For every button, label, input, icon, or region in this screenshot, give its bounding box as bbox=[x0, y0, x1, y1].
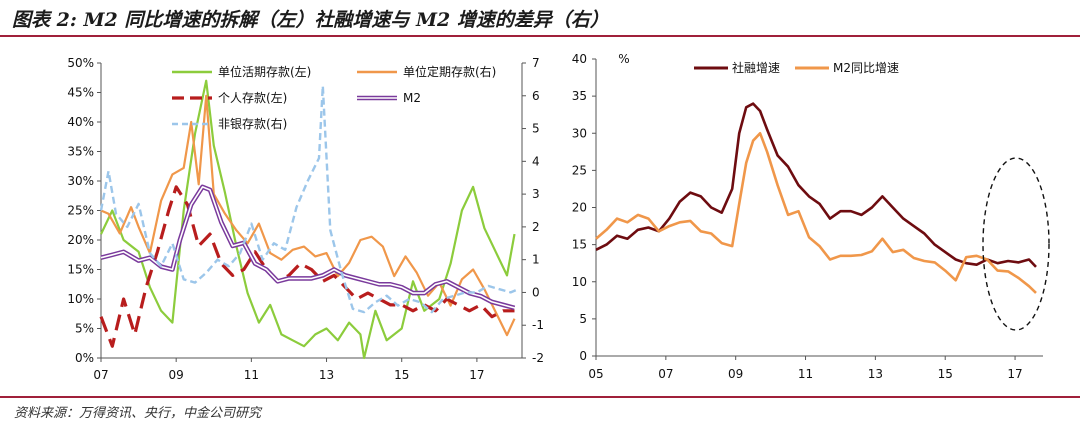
right-y-tick-label: 4 bbox=[532, 154, 540, 168]
left-y-tick-label: 20% bbox=[67, 233, 94, 247]
x-tick-label: 07 bbox=[93, 368, 108, 382]
x-tick-label: 17 bbox=[469, 368, 484, 382]
left-y-tick-label: 25% bbox=[67, 204, 94, 218]
series-line-green bbox=[100, 79, 516, 360]
right-y-tick-label: 6 bbox=[532, 89, 540, 103]
legend-label: 单位定期存款(右) bbox=[403, 64, 496, 79]
series-line-m2-inner bbox=[100, 186, 515, 309]
x-tick-label: 15 bbox=[938, 367, 953, 381]
right-y-tick-label: -2 bbox=[532, 351, 544, 365]
bottom-rule bbox=[0, 396, 1080, 398]
left-y-tick-label: 35% bbox=[67, 145, 94, 159]
y-unit-label: % bbox=[618, 52, 629, 66]
right-y-tick-label: 2 bbox=[532, 220, 540, 234]
x-tick-label: 15 bbox=[394, 368, 409, 382]
left-y-tick-label: 30% bbox=[67, 174, 94, 188]
legend-label: 社融增速 bbox=[732, 60, 780, 75]
left-y-tick-label: 45% bbox=[67, 86, 94, 100]
right-y-tick-label: 1 bbox=[532, 253, 540, 267]
series-line-m2-outer bbox=[100, 184, 516, 311]
left-y-tick-label: 15% bbox=[67, 263, 94, 277]
x-tick-label: 11 bbox=[244, 368, 259, 382]
legend-label: 个人存款(左) bbox=[218, 90, 287, 105]
right-y-tick-label: 5 bbox=[532, 122, 540, 136]
left-y-tick-label: 40% bbox=[67, 115, 94, 129]
legend-label: 单位活期存款(左) bbox=[218, 64, 311, 79]
right-y-tick-label: -1 bbox=[532, 318, 544, 332]
left-y-tick-label: 10% bbox=[67, 292, 94, 306]
top-rule bbox=[0, 35, 1080, 37]
x-tick-label: 13 bbox=[319, 368, 334, 382]
right-y-tick-label: 7 bbox=[532, 56, 540, 70]
x-tick-label: 11 bbox=[798, 367, 813, 381]
x-tick-label: 13 bbox=[868, 367, 883, 381]
series-line-lightblue bbox=[99, 84, 519, 314]
right-y-tick-label: 3 bbox=[532, 187, 540, 201]
right-y-tick-label: 0 bbox=[532, 285, 540, 299]
y-tick-label: 40 bbox=[572, 52, 587, 66]
source-note: 资料来源：万得资讯、央行，中金公司研究 bbox=[14, 406, 262, 421]
x-tick-label: 09 bbox=[169, 368, 184, 382]
left-y-tick-label: 5% bbox=[75, 322, 94, 336]
y-tick-label: 20 bbox=[572, 201, 587, 215]
y-tick-label: 30 bbox=[572, 126, 587, 140]
legend-label: 非银存款(右) bbox=[218, 116, 287, 131]
y-tick-label: 10 bbox=[572, 275, 587, 289]
legend-label: M2同比增速 bbox=[833, 61, 899, 75]
x-tick-label: 17 bbox=[1007, 367, 1022, 381]
y-tick-label: 35 bbox=[572, 89, 587, 103]
left-y-tick-label: 0% bbox=[75, 351, 94, 365]
y-tick-label: 25 bbox=[572, 163, 587, 177]
y-tick-label: 15 bbox=[572, 238, 587, 252]
y-tick-label: 0 bbox=[579, 349, 587, 363]
series-line-orange bbox=[100, 94, 516, 337]
left-y-tick-label: 50% bbox=[67, 56, 94, 70]
highlight-ellipse bbox=[982, 157, 1050, 331]
series-line-orange bbox=[595, 132, 1037, 294]
x-tick-label: 05 bbox=[588, 367, 603, 381]
x-tick-label: 07 bbox=[658, 367, 673, 381]
y-tick-label: 5 bbox=[579, 312, 587, 326]
series-line-darkred bbox=[99, 185, 515, 348]
legend-label: M2 bbox=[403, 91, 421, 105]
left-chart: 0% 5% 10% 15% 20% 25% 30% 35% 40% 45% 50% -2 -1 0 1 2 3 4… bbox=[67, 56, 544, 382]
figure-title: 图表 2: M2 同比增速的拆解（左）社融增速与 M2 增速的差异（右） bbox=[12, 9, 609, 31]
x-tick-label: 09 bbox=[728, 367, 743, 381]
